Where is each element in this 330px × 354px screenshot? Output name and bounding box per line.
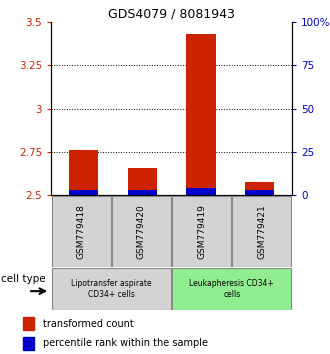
FancyBboxPatch shape xyxy=(232,196,291,267)
Text: cell type: cell type xyxy=(1,274,46,284)
Bar xyxy=(22,318,34,330)
Text: GSM779418: GSM779418 xyxy=(77,204,86,259)
Text: Leukapheresis CD34+
cells: Leukapheresis CD34+ cells xyxy=(189,279,274,299)
Text: transformed count: transformed count xyxy=(43,319,134,329)
Text: Lipotransfer aspirate
CD34+ cells: Lipotransfer aspirate CD34+ cells xyxy=(71,279,152,299)
Text: GSM779419: GSM779419 xyxy=(197,204,206,259)
FancyBboxPatch shape xyxy=(52,196,111,267)
Text: percentile rank within the sample: percentile rank within the sample xyxy=(43,338,208,348)
Bar xyxy=(127,168,157,195)
Title: GDS4079 / 8081943: GDS4079 / 8081943 xyxy=(108,8,235,21)
FancyBboxPatch shape xyxy=(172,268,291,310)
FancyBboxPatch shape xyxy=(172,196,231,267)
Bar xyxy=(186,34,216,195)
FancyBboxPatch shape xyxy=(52,268,171,310)
Bar xyxy=(69,190,98,195)
Text: GSM779420: GSM779420 xyxy=(137,204,146,259)
Bar xyxy=(127,190,157,195)
Bar xyxy=(22,337,34,350)
Bar xyxy=(245,182,275,195)
Text: GSM779421: GSM779421 xyxy=(257,204,266,259)
Bar xyxy=(186,188,216,195)
Bar xyxy=(69,150,98,195)
FancyBboxPatch shape xyxy=(112,196,171,267)
Bar xyxy=(245,190,275,195)
